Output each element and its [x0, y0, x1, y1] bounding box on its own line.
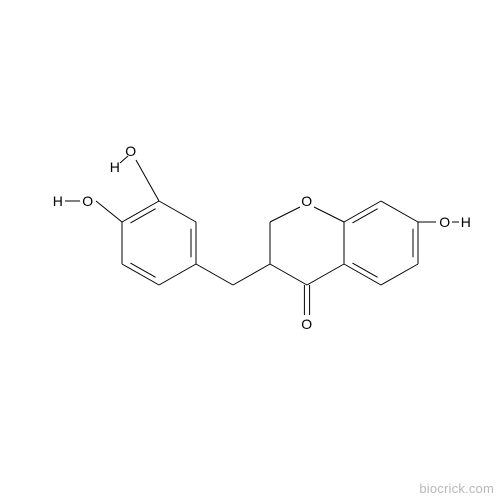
atom-label: H: [461, 214, 472, 230]
bond-layer: [0, 0, 500, 500]
molecule-diagram: biocrick.com OOOHOHHO: [0, 0, 500, 500]
atom-label: O: [301, 193, 312, 209]
atom-label: H: [110, 159, 121, 175]
atom-label: H: [53, 193, 64, 209]
atom-label: O: [125, 143, 136, 159]
atom-label: O: [439, 214, 450, 230]
watermark: biocrick.com: [419, 481, 494, 496]
atom-label: O: [301, 316, 312, 332]
atom-label: O: [82, 193, 93, 209]
